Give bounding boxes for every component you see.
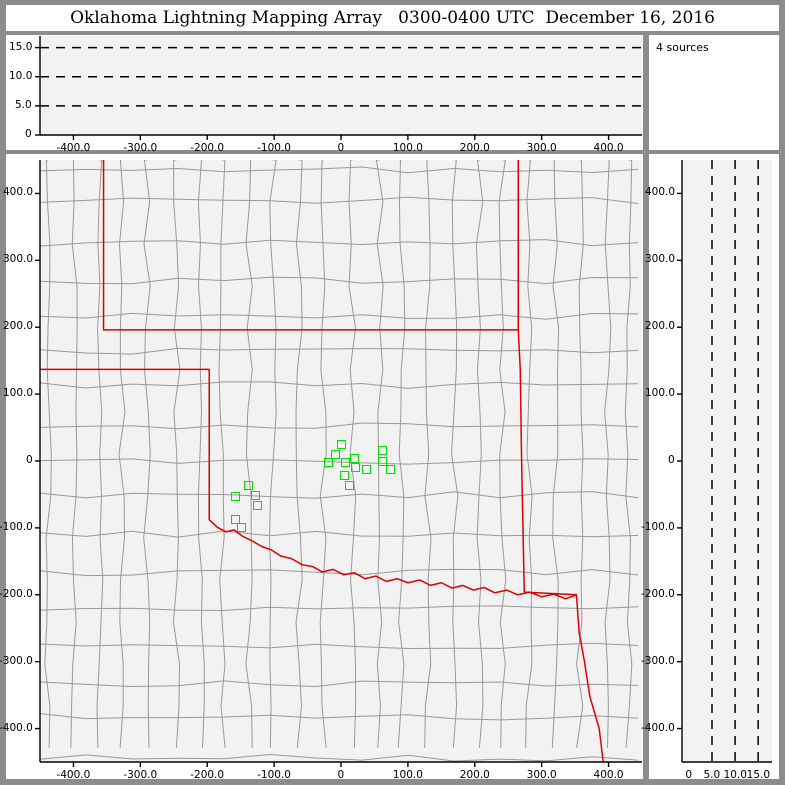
tick-label: 400.0: [3, 186, 34, 199]
tick-label: 100.0: [645, 387, 676, 400]
time-altitude-axes: [35, 36, 642, 140]
tick-label: -300.0: [0, 654, 33, 667]
tick-label: 10.0: [723, 769, 747, 781]
tick-label: 0: [337, 142, 345, 154]
altitude-histogram-panel: -400.0 -300.0 -200.0 -100.0 0 100.0 200.0 300.0…: [641, 154, 779, 781]
tick-label: -400.0: [56, 769, 91, 781]
lightning-source-marker: [230, 515, 240, 525]
plan-view-map-panel: -400.0 -300.0 -200.0 -100.0 0 100.0 200.0 300.0…: [0, 154, 643, 781]
lightning-source-marker: [243, 480, 253, 490]
tick-label: 200.0: [459, 142, 490, 154]
tick-label: -400.0: [56, 142, 91, 154]
source-count-label: 4 sources: [656, 41, 709, 54]
tick-label: 15.0: [9, 40, 33, 53]
tick-label: 200.0: [459, 769, 490, 781]
tick-label: 300.0: [526, 769, 557, 781]
tick-label: 0: [337, 769, 345, 781]
tick-label: 0: [25, 128, 32, 140]
tick-label: 5.0: [15, 98, 32, 111]
tick-label: -300.0: [641, 654, 675, 667]
lightning-source-marker: [351, 462, 361, 472]
lightning-source-marker: [339, 471, 349, 481]
lightning-source-marker: [250, 490, 260, 500]
tick-label: 200.0: [3, 320, 34, 333]
time-altitude-plot-area[interactable]: [40, 36, 642, 135]
tick-label: 300.0: [645, 253, 676, 266]
lightning-source-marker: [361, 464, 371, 474]
tick-label: -300.0: [123, 142, 158, 154]
lightning-source-marker: [252, 501, 262, 511]
tick-label: 100.0: [392, 142, 423, 154]
altitude-histogram-axes: [677, 160, 772, 763]
lightning-source-marker: [236, 522, 246, 532]
tick-label: 400.0: [593, 769, 624, 781]
page-title: Oklahoma Lightning Mapping Array 0300-04…: [70, 8, 715, 28]
tick-label: -200.0: [641, 587, 675, 600]
tick-label: 0: [26, 454, 33, 466]
lightning-source-marker: [230, 491, 240, 501]
tick-label: 0: [668, 454, 675, 466]
tick-label: 5.0: [703, 769, 721, 781]
lightning-source-marker: [336, 440, 346, 450]
tick-label: 300.0: [3, 253, 34, 266]
lightning-source-marker: [385, 464, 395, 474]
lightning-source-marker: [377, 445, 387, 455]
lightning-source-marker: [341, 457, 351, 467]
tick-label: -400.0: [0, 721, 33, 734]
tick-label: -200.0: [190, 142, 225, 154]
tick-label: 15.0: [746, 769, 771, 781]
tick-label: -100.0: [257, 142, 291, 154]
tick-label: -300.0: [123, 769, 158, 781]
tick-label: -400.0: [641, 721, 675, 734]
tick-label: 300.0: [526, 142, 557, 154]
tick-label: 10.0: [9, 69, 33, 82]
tick-label: 100.0: [392, 769, 423, 781]
tick-label: 400.0: [593, 142, 624, 154]
tick-label: -100.0: [641, 520, 675, 533]
map-geography: [40, 160, 639, 762]
tick-label: 400.0: [645, 186, 676, 199]
lightning-source-marker: [323, 457, 333, 467]
title-bar: Oklahoma Lightning Mapping Array 0300-04…: [6, 5, 779, 31]
tick-label: -200.0: [0, 587, 33, 600]
tick-label: 200.0: [645, 320, 676, 333]
source-count-panel: 4 sources: [649, 35, 779, 150]
plan-view-map-plot-area[interactable]: [40, 160, 642, 762]
tick-label: -100.0: [0, 520, 33, 533]
lightning-source-marker: [344, 480, 354, 490]
lightning-source-marker: [377, 457, 387, 467]
tick-label: -100.0: [257, 769, 291, 781]
altitude-histogram-plot-area[interactable]: [682, 160, 772, 762]
tick-label: 100.0: [3, 387, 34, 400]
lightning-source-marker: [331, 450, 341, 460]
time-altitude-panel: 0 5.0 10.0 15.0 -400.0 -300.0 -200.0 -100.0 0 100…: [6, 35, 643, 154]
tick-label: -200.0: [190, 769, 225, 781]
tick-label: 0: [685, 769, 693, 781]
plan-view-map-axes: [35, 160, 642, 767]
